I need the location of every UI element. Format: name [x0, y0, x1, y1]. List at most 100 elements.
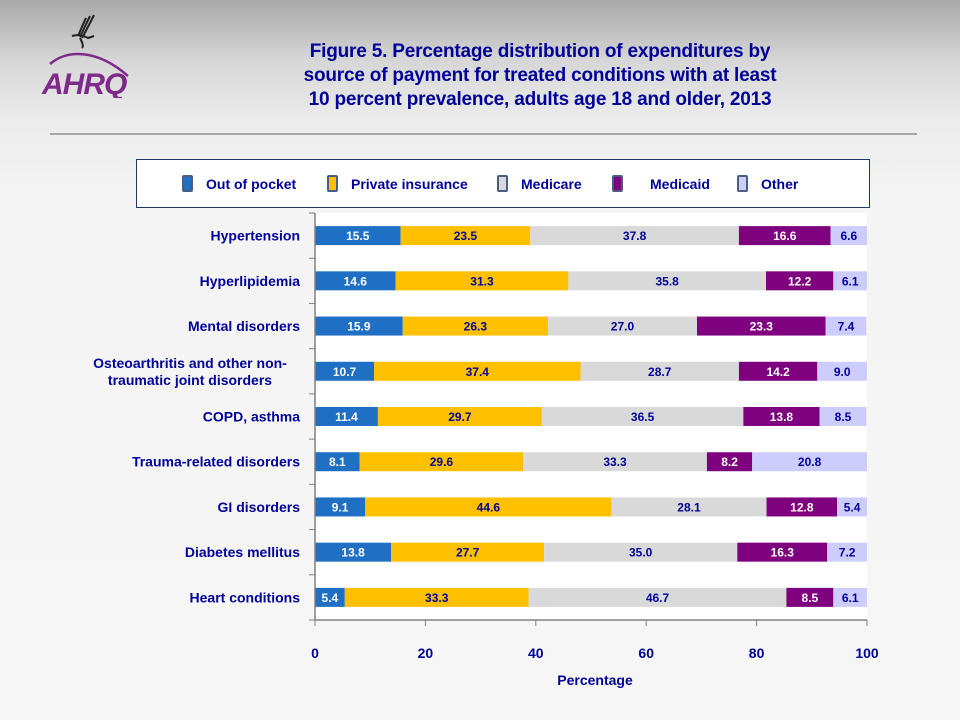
bar-segment — [315, 452, 360, 472]
data-label: 5.4 — [322, 591, 339, 605]
legend-label: Out of pocket — [206, 175, 297, 192]
data-label: 28.7 — [648, 365, 672, 379]
data-label: 16.3 — [771, 546, 795, 560]
bar-segment — [611, 497, 767, 517]
data-label: 12.8 — [790, 500, 814, 514]
legend-item-out-of-pocket: Out of pocket — [182, 175, 296, 192]
data-label: 14.2 — [766, 365, 790, 379]
category-label: Heart conditions — [190, 589, 301, 605]
x-tick-label: 80 — [749, 645, 765, 661]
ahrq-logo: AHRQ — [41, 14, 129, 98]
legend-label: Private insurance — [351, 175, 468, 192]
bar-segment — [400, 226, 531, 246]
legend-swatch-private-insurance — [327, 175, 338, 192]
bar-segment — [752, 452, 867, 472]
bar-segment — [315, 587, 345, 607]
data-label: 5.4 — [844, 500, 861, 514]
data-label: 10.7 — [333, 365, 357, 379]
data-label: 7.4 — [838, 320, 855, 334]
legend-swatch-other — [737, 175, 748, 192]
data-label: 37.4 — [466, 365, 490, 379]
bar-segment — [541, 407, 744, 426]
x-tick-label: 20 — [418, 645, 434, 661]
category-label: GI disorders — [218, 499, 301, 515]
axes-group: 0 20 40 60 80 100 — [309, 212, 879, 661]
bar-segment — [365, 497, 612, 517]
bar-segment — [830, 226, 867, 246]
category-label-line: Trauma-related disorders — [132, 454, 300, 470]
data-label: 13.8 — [341, 546, 365, 560]
bar-segment — [706, 452, 753, 472]
data-label: 9.1 — [332, 500, 349, 514]
bar-segment — [547, 316, 697, 336]
category-label: Trauma-related disorders — [132, 454, 300, 470]
bar-segment — [738, 226, 831, 246]
legend-label: Other — [761, 175, 799, 192]
bar-segment — [837, 497, 867, 517]
data-label: 14.6 — [344, 274, 368, 288]
category-label-line: Osteoarthritis and other non- — [93, 355, 287, 371]
data-label: 7.2 — [839, 546, 856, 560]
data-label: 46.7 — [646, 591, 670, 605]
data-label: 15.9 — [347, 320, 371, 334]
data-label: 15.5 — [346, 229, 370, 243]
data-label: 31.3 — [470, 274, 494, 288]
bars-group — [315, 226, 867, 607]
hhs-eagle-icon — [71, 14, 95, 49]
x-tick-label: 0 — [311, 645, 319, 661]
bar-segment — [359, 452, 524, 472]
legend-label: Medicare — [521, 175, 582, 192]
category-label-line: Diabetes mellitus — [185, 544, 300, 560]
bar-segment — [738, 361, 818, 381]
bar-segment — [315, 407, 378, 426]
bar-segment — [315, 316, 403, 336]
data-label: 26.3 — [464, 320, 488, 334]
data-label: 35.8 — [655, 274, 679, 288]
data-label: 44.6 — [477, 500, 501, 514]
title-line-3: 10 percent prevalence, adults age 18 and… — [308, 89, 772, 110]
category-label: Diabetes mellitus — [185, 544, 300, 560]
bar-segment — [825, 316, 867, 336]
data-label: 6.1 — [842, 591, 859, 605]
category-label: Hypertension — [211, 228, 300, 244]
logo-arc — [49, 52, 129, 77]
x-axis-title: Percentage — [557, 672, 633, 688]
labels-group: 15.5 23.5 37.8 16.6 6.6 Hypertension 14.6 31.3 3… — [93, 228, 861, 606]
data-label: 23.3 — [750, 320, 774, 334]
bar-segment — [786, 587, 834, 607]
data-label: 8.1 — [329, 455, 346, 469]
bar-segment — [374, 361, 581, 381]
bar-segment — [766, 497, 838, 517]
bar-segment — [696, 316, 826, 336]
data-label: 33.3 — [603, 455, 627, 469]
data-label: 33.3 — [425, 591, 449, 605]
data-label: 6.6 — [840, 229, 857, 243]
legend-swatch-medicare — [497, 175, 508, 192]
category-label: Mental disorders — [188, 318, 300, 334]
bar-segment — [523, 452, 707, 472]
data-label: 11.4 — [335, 410, 358, 424]
bar-segment — [737, 542, 828, 562]
data-label: 28.1 — [677, 500, 701, 514]
bar-segment — [315, 226, 401, 246]
bar-segment — [402, 316, 548, 336]
data-label: 16.6 — [773, 229, 797, 243]
data-label: 27.0 — [611, 320, 635, 334]
bar-segment — [530, 226, 739, 246]
bar-segment — [315, 271, 396, 291]
logo-text: AHRQ — [41, 68, 127, 98]
data-label: 12.2 — [788, 274, 812, 288]
category-label: Hyperlipidemia — [200, 273, 301, 289]
category-label-line: COPD, asthma — [203, 409, 300, 425]
data-label: 29.6 — [430, 455, 454, 469]
category-label: Osteoarthritis and other non-traumatic j… — [93, 355, 287, 388]
category-label-line: Hypertension — [211, 228, 300, 244]
category-label-line: Hyperlipidemia — [200, 273, 301, 289]
legend-item-medicare: Medicare — [497, 175, 582, 192]
legend-item-other: Other — [737, 175, 798, 192]
x-tick-label: 100 — [855, 645, 879, 661]
chart-title: Figure 5. Percentage distribution of exp… — [240, 40, 840, 112]
bar-segment — [568, 271, 766, 291]
bar-segment — [391, 542, 545, 562]
